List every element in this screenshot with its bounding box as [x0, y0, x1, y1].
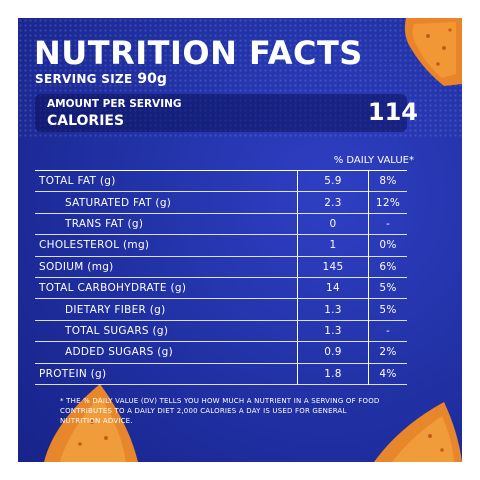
nutrient-name: ADDED SUGARS (g): [35, 341, 298, 364]
table-row: TOTAL FAT (g) 5.9 8%: [35, 171, 407, 193]
nutrient-table: TOTAL FAT (g) 5.9 8% SATURATED FAT (g) 2…: [35, 171, 407, 385]
table-row: DIETARY FIBER (g) 1.3 5%: [35, 298, 407, 321]
nutrient-daily-value: 0%: [368, 234, 407, 257]
nutrient-daily-value: 4%: [368, 363, 407, 385]
serving-size: SERVING SIZE 90g: [35, 71, 167, 87]
table-row: TOTAL SUGARS (g) 1.3 -: [35, 320, 407, 343]
nutrient-amount: 145: [297, 256, 369, 278]
nutrient-amount: 1.8: [297, 363, 369, 385]
tortilla-chip-image: [404, 18, 462, 86]
nutrient-amount: 1: [297, 234, 369, 257]
nutrient-daily-value: -: [368, 320, 407, 343]
table-row: ADDED SUGARS (g) 0.9 2%: [35, 341, 407, 364]
page-title: NUTRITION FACTS: [34, 34, 363, 72]
tortilla-chip-image: [44, 384, 138, 462]
calories-value: 114: [367, 98, 418, 126]
nutrient-daily-value: 6%: [368, 256, 407, 278]
table-row: CHOLESTEROL (mg) 1 0%: [35, 234, 407, 257]
nutrient-amount: 5.9: [297, 171, 369, 193]
table-top-divider: [35, 170, 407, 172]
table-row: TOTAL CARBOHYDRATE (g) 14 5%: [35, 277, 407, 300]
table-row: SODIUM (mg) 145 6%: [35, 256, 407, 278]
table-row: PROTEIN (g) 1.8 4%: [35, 363, 407, 385]
nutrient-daily-value: 8%: [368, 171, 407, 193]
nutrient-amount: 0.9: [297, 341, 369, 364]
nutrient-daily-value: 12%: [368, 191, 407, 214]
nutrient-daily-value: 5%: [368, 277, 407, 300]
nutrient-amount: 0: [297, 213, 369, 236]
nutrient-name: TOTAL FAT (g): [35, 171, 298, 193]
table-row: SATURATED FAT (g) 2.3 12%: [35, 191, 407, 214]
nutrient-name: TRANS FAT (g): [35, 213, 298, 236]
calories-label: CALORIES: [47, 113, 125, 129]
nutrient-amount: 1.3: [297, 298, 369, 321]
nutrient-name: DIETARY FIBER (g): [35, 298, 298, 321]
nutrient-name: SODIUM (mg): [35, 256, 298, 278]
nutrient-daily-value: -: [368, 213, 407, 236]
nutrient-name: SATURATED FAT (g): [35, 191, 298, 214]
nutrient-amount: 1.3: [297, 320, 369, 343]
nutrient-amount: 2.3: [297, 191, 369, 214]
tortilla-chip-image: [374, 402, 462, 462]
serving-size-value: 90g: [137, 71, 167, 87]
nutrient-name: TOTAL CARBOHYDRATE (g): [35, 277, 298, 300]
nutrient-daily-value: 5%: [368, 298, 407, 321]
daily-value-header: % DAILY VALUE*: [333, 155, 414, 166]
nutrient-name: CHOLESTEROL (mg): [35, 234, 298, 257]
serving-size-label: SERVING SIZE: [35, 72, 133, 86]
table-row: TRANS FAT (g) 0 -: [35, 213, 407, 236]
amount-per-serving-label: AMOUNT PER SERVING: [47, 98, 182, 110]
nutrient-daily-value: 2%: [368, 341, 407, 364]
nutrient-name: PROTEIN (g): [35, 363, 298, 385]
nutrient-amount: 14: [297, 277, 369, 300]
calories-box: [35, 94, 407, 132]
daily-value-footnote: * THE % DAILY VALUE (DV) TELLS YOU HOW M…: [60, 397, 380, 425]
nutrient-name: TOTAL SUGARS (g): [35, 320, 298, 343]
